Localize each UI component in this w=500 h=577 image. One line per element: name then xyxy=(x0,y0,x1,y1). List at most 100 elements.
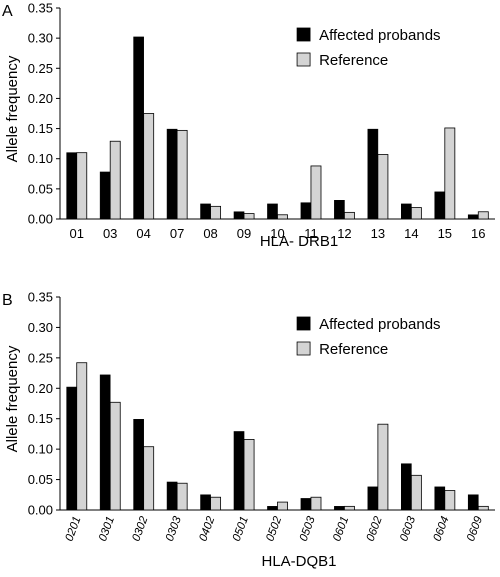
bar-affected xyxy=(267,203,278,220)
bar-reference xyxy=(210,205,222,220)
bar-reference xyxy=(277,501,288,511)
x-tick-label: 0302 xyxy=(130,514,150,543)
y-tick-label: 0.05 xyxy=(28,181,53,196)
bar-reference xyxy=(243,213,255,220)
panel-b-xlabel: HLA-DQB1 xyxy=(261,553,336,570)
x-tick-label: 0402 xyxy=(197,514,217,543)
x-tick-label: 0502 xyxy=(264,514,284,543)
bar-affected xyxy=(133,36,144,220)
bar-affected xyxy=(401,463,412,511)
x-tick-label: 04 xyxy=(136,226,150,241)
panel-a-ylabel: Allele frequency xyxy=(4,55,21,162)
x-tick-label: 0201 xyxy=(64,515,84,543)
x-tick-label: 0609 xyxy=(465,514,485,543)
y-tick-label: 0.20 xyxy=(28,381,53,396)
x-tick-label: 0303 xyxy=(164,514,184,543)
bar-affected xyxy=(367,486,379,511)
bar-affected xyxy=(200,494,211,511)
bar-affected xyxy=(334,200,345,220)
bar-reference xyxy=(377,423,389,511)
bar-reference xyxy=(477,505,489,511)
y-tick-label: 0.30 xyxy=(28,320,53,335)
panel-b-ylabel: Allele frequency xyxy=(4,345,21,452)
bar-reference xyxy=(143,446,155,511)
y-tick-label: 0.25 xyxy=(28,350,53,365)
bar-reference xyxy=(176,129,188,220)
bar-affected xyxy=(267,506,278,511)
bar-reference xyxy=(143,113,155,220)
bar-affected xyxy=(467,494,479,511)
x-tick-label: 0602 xyxy=(365,514,385,543)
bar-reference xyxy=(310,165,322,220)
x-tick-label: 09 xyxy=(237,226,251,241)
legend-swatch xyxy=(296,27,311,42)
bar-affected xyxy=(233,211,245,220)
bar-reference xyxy=(377,154,389,220)
bar-affected xyxy=(401,203,412,220)
x-tick-label: 11 xyxy=(304,226,318,241)
bar-reference xyxy=(277,214,288,220)
panel-a-plot: 0.00 0.05 0.10 0.15 0.20 0.25 0.30 0.35 01 03 04 07… xyxy=(28,1,495,241)
bar-affected xyxy=(300,202,312,220)
bar-reference xyxy=(176,482,188,511)
bar-reference xyxy=(310,496,322,511)
legend-label: Affected probands xyxy=(319,316,440,333)
y-tick-label: 0.30 xyxy=(28,31,53,46)
y-tick-label: 0.35 xyxy=(28,290,53,305)
panel-b: B Allele frequency HLA-DQB1 0.00 0.05 0.10… xyxy=(2,290,495,570)
bar-reference xyxy=(109,140,121,220)
bar-affected xyxy=(300,498,312,511)
bar-affected xyxy=(99,374,111,511)
bar-reference xyxy=(76,152,88,220)
bar-reference xyxy=(243,439,255,511)
bar-reference xyxy=(344,211,355,220)
y-tick-label: 0.10 xyxy=(28,151,53,166)
bar-reference xyxy=(477,211,489,220)
panel-b-letter: B xyxy=(2,292,13,309)
legend-swatch xyxy=(296,52,311,67)
bar-affected xyxy=(233,431,245,511)
bar-reference xyxy=(344,505,355,511)
bar-affected xyxy=(99,171,111,220)
panel-a: A Allele frequency HLA- DRB1 0.00 0.05 0.1… xyxy=(2,1,495,250)
bar-affected xyxy=(367,128,379,220)
x-tick-label: 15 xyxy=(438,226,452,241)
bar-affected xyxy=(66,386,78,511)
legend-swatch xyxy=(296,341,311,356)
bar-affected xyxy=(434,486,446,511)
x-tick-label: 14 xyxy=(404,226,418,241)
x-tick-label: 0501 xyxy=(231,515,251,543)
bar-reference xyxy=(444,127,456,220)
x-tick-label: 13 xyxy=(371,226,385,241)
bar-affected xyxy=(334,506,345,511)
x-tick-label: 07 xyxy=(170,226,184,241)
bar-affected xyxy=(66,152,78,220)
bar-reference xyxy=(76,362,88,511)
bar-affected xyxy=(200,203,211,220)
y-tick-label: 0.10 xyxy=(28,442,53,457)
bar-reference xyxy=(109,401,121,511)
legend-label: Reference xyxy=(319,341,388,358)
x-tick-label: 16 xyxy=(471,226,485,241)
y-tick-label: 0.05 xyxy=(28,472,53,487)
y-tick-label: 0.00 xyxy=(28,503,53,518)
legend-label: Reference xyxy=(319,52,388,69)
legend-label: Affected probands xyxy=(319,27,440,44)
x-tick-label: 12 xyxy=(337,226,351,241)
bar-reference xyxy=(410,474,422,511)
y-tick-label: 0.00 xyxy=(28,212,53,227)
bar-affected xyxy=(166,481,178,511)
bar-affected xyxy=(166,128,178,220)
y-tick-label: 0.15 xyxy=(28,411,53,426)
x-tick-label: 0604 xyxy=(432,515,452,543)
bar-affected xyxy=(133,419,144,511)
x-tick-label: 0603 xyxy=(398,514,418,543)
bar-affected xyxy=(434,191,446,220)
panel-a-letter: A xyxy=(2,3,13,20)
y-tick-label: 0.25 xyxy=(28,61,53,76)
bar-affected xyxy=(467,214,479,220)
x-tick-label: 08 xyxy=(203,226,217,241)
x-tick-label: 01 xyxy=(69,226,83,241)
x-tick-label: 0601 xyxy=(331,515,351,543)
